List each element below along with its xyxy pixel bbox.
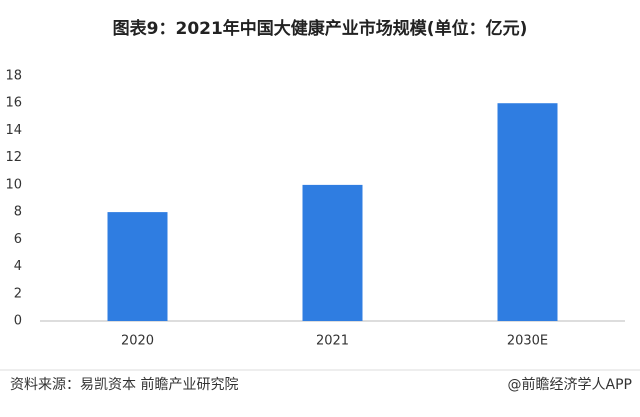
x-tick-label: 2020 [121,334,154,349]
source: 资料来源：易凯资本 前瞻产业研究院 [10,376,238,393]
y-tick-label: 8 [14,205,22,220]
x-tick-label: 2030E [507,334,548,349]
bar [497,103,558,321]
y-tick-label: 6 [14,232,22,247]
chart-title: 图表9：2021年中国大健康产业市场规模(单位：亿元) [113,18,528,39]
bar [107,212,168,321]
credit: @前瞻经济学人APP [508,376,632,393]
y-tick-label: 10 [5,177,22,192]
y-tick-label: 2 [14,286,22,301]
x-tick-label: 2021 [316,334,349,349]
y-tick-label: 18 [5,69,22,84]
bar [302,184,363,321]
y-tick-label: 4 [14,259,22,274]
y-tick-label: 14 [5,123,22,138]
y-tick-label: 0 [14,314,22,329]
y-tick-label: 16 [5,96,22,111]
y-tick-label: 12 [5,150,22,165]
